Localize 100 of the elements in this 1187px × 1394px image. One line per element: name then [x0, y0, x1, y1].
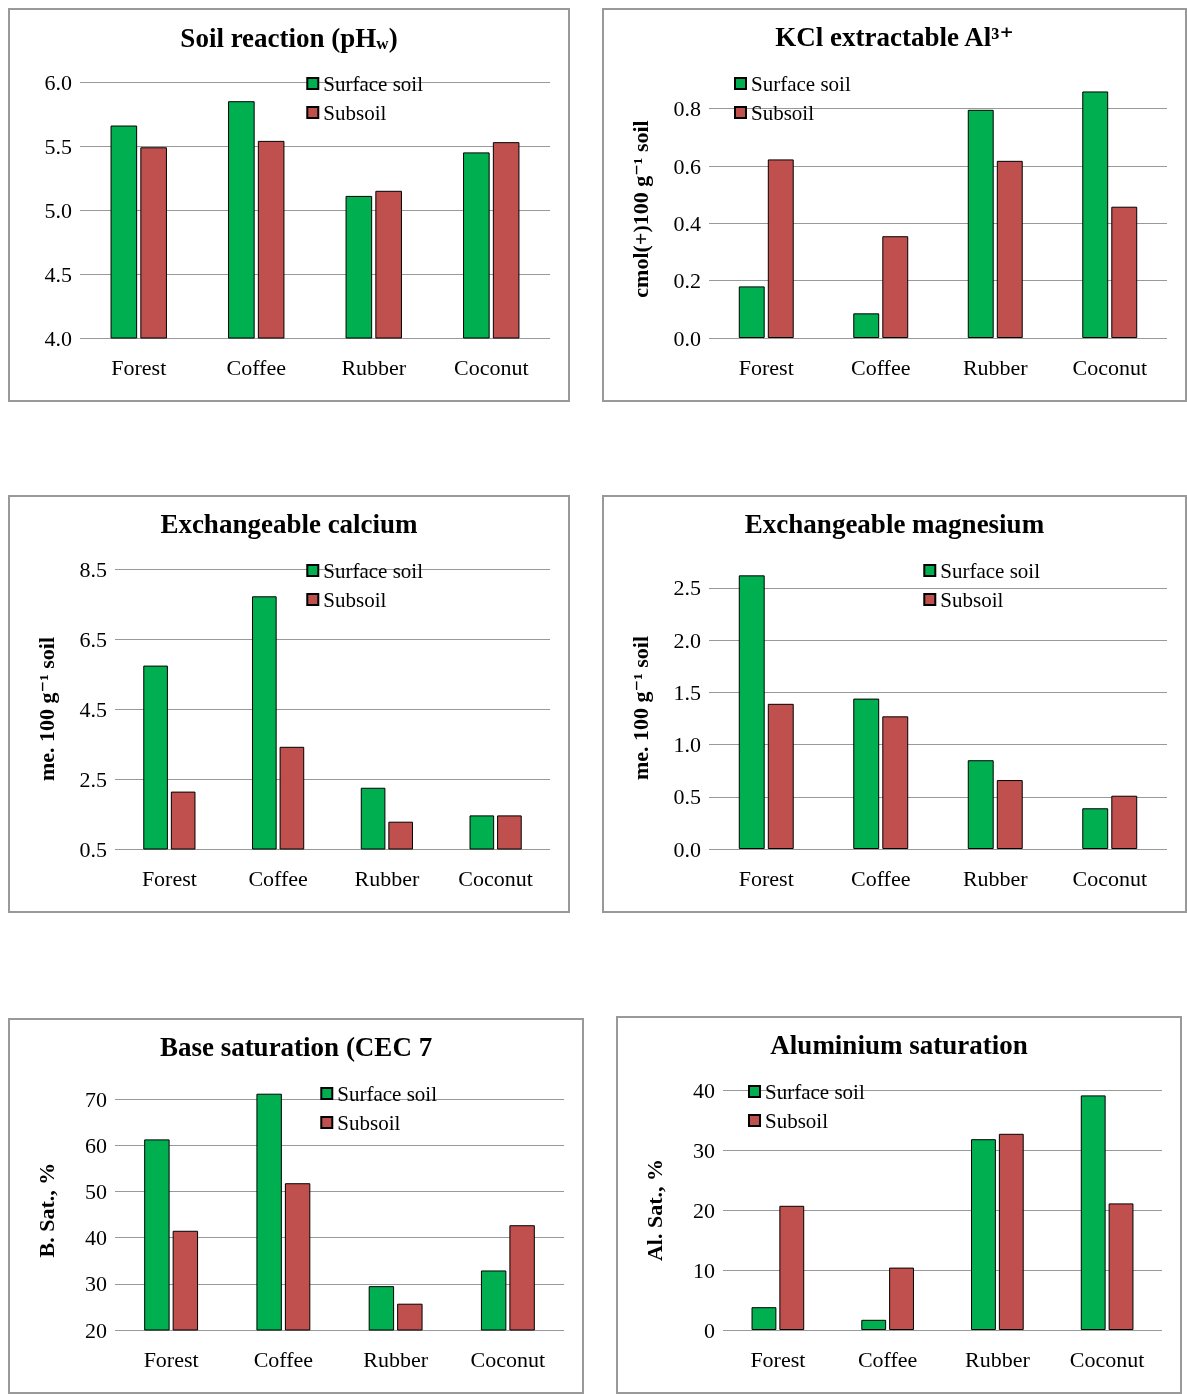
bar	[996, 780, 1023, 849]
bar	[1111, 206, 1138, 338]
y-tick-label: 6.5	[79, 626, 107, 652]
legend-label: Subsoil	[765, 1108, 829, 1133]
x-tick-label: Rubber	[962, 865, 1029, 891]
x-tick-label: Forest	[143, 1346, 199, 1372]
legend-label: Surface soil	[323, 558, 424, 583]
bar	[996, 160, 1023, 338]
y-tick-label: 0	[704, 1317, 715, 1343]
y-tick-label: 10	[693, 1257, 715, 1283]
y-axis-title: cmol(+)100 g⁻¹ soil	[627, 120, 653, 298]
bar	[751, 1307, 777, 1330]
x-tick-label: Coconut	[458, 865, 533, 891]
bar	[767, 159, 794, 338]
y-tick-label: 0.0	[673, 836, 701, 862]
y-tick-label: 50	[85, 1179, 107, 1205]
y-tick-label: 0.8	[673, 96, 701, 122]
bar	[1111, 795, 1138, 849]
chart-title: Base saturation (CEC 7	[159, 1031, 433, 1062]
y-tick-label: 8.5	[79, 556, 107, 582]
bar	[889, 1267, 914, 1330]
x-tick-label: Forest	[738, 865, 794, 891]
x-tick-label: Coffee	[226, 354, 286, 380]
x-tick-label: Coffee	[248, 865, 308, 891]
x-tick-label: Rubber	[341, 354, 407, 380]
bar	[1108, 1203, 1134, 1330]
bar	[779, 1205, 805, 1330]
bar	[853, 698, 880, 849]
y-tick-label: 30	[693, 1137, 715, 1163]
bar	[853, 313, 880, 338]
legend-label: Subsoil	[940, 587, 1004, 612]
bar	[1082, 91, 1109, 338]
y-tick-label: 2.5	[673, 575, 701, 601]
y-tick-label: 1.5	[673, 679, 701, 705]
y-axis-title: B. Sat., %	[33, 1162, 59, 1258]
y-tick-label: 0.0	[673, 325, 701, 351]
y-tick-label: 20	[85, 1317, 107, 1343]
legend-label: Surface soil	[323, 71, 424, 96]
x-tick-label: Coconut	[453, 354, 529, 380]
x-tick-label: Rubber	[354, 865, 420, 891]
legend-label: Surface soil	[765, 1079, 865, 1104]
y-tick-label: 0.2	[673, 268, 701, 294]
y-tick-label: 40	[693, 1077, 715, 1103]
y-tick-label: 1.0	[673, 732, 701, 758]
chart-title: Aluminium saturation	[770, 1029, 1028, 1060]
y-tick-label: 20	[693, 1197, 715, 1223]
x-tick-label: Forest	[111, 354, 167, 380]
x-tick-label: Coffee	[851, 354, 911, 380]
bar	[1082, 808, 1109, 849]
y-tick-label: 5.0	[44, 197, 72, 223]
y-tick-label: 0.5	[79, 836, 107, 862]
y-tick-label: 40	[85, 1225, 107, 1251]
bar	[1080, 1095, 1106, 1330]
y-axis-title: me. 100 g⁻¹ soil	[33, 636, 59, 782]
bar	[767, 703, 794, 849]
legend-label: Subsoil	[337, 1110, 401, 1135]
bar	[738, 286, 765, 338]
chart-title: Exchangeable calcium	[160, 508, 419, 539]
x-tick-label: Rubber	[964, 1346, 1031, 1372]
y-tick-label: 4.0	[44, 325, 72, 351]
chart-title: Exchangeable magnesium	[744, 508, 1045, 539]
legend-label: Subsoil	[323, 587, 387, 612]
bar	[882, 236, 909, 338]
x-tick-label: Coffee	[857, 1346, 918, 1372]
x-tick-label: Rubber	[962, 354, 1029, 380]
y-tick-label: 6.0	[44, 69, 72, 95]
bar	[971, 1139, 996, 1330]
bar	[861, 1319, 887, 1330]
chart-title: KCl extractable Al³⁺	[775, 21, 1014, 52]
bar	[882, 716, 909, 849]
y-axis-title: Al. Sat., %	[641, 1158, 667, 1262]
y-tick-label: 0.4	[673, 210, 701, 236]
chart-title: Soil reaction (pHw)	[180, 22, 398, 53]
legend-label: Surface soil	[337, 1081, 438, 1106]
bar	[967, 760, 994, 849]
x-tick-label: Coffee	[253, 1346, 314, 1372]
y-tick-label: 30	[85, 1271, 107, 1297]
x-tick-label: Coconut	[1072, 865, 1148, 891]
x-tick-label: Coconut	[1072, 354, 1148, 380]
y-tick-label: 4.5	[44, 261, 72, 287]
x-tick-label: Coconut	[470, 1346, 546, 1372]
x-tick-label: Forest	[750, 1346, 806, 1372]
x-tick-label: Coconut	[1069, 1346, 1145, 1372]
legend-label: Subsoil	[323, 100, 387, 125]
y-tick-label: 5.5	[44, 133, 72, 159]
y-tick-label: 2.0	[673, 627, 701, 653]
bar	[998, 1133, 1024, 1330]
y-axis-title: me. 100 g⁻¹ soil	[627, 635, 653, 781]
y-tick-label: 0.5	[673, 784, 701, 810]
legend-label: Subsoil	[751, 100, 815, 125]
x-tick-label: Forest	[738, 354, 794, 380]
y-tick-label: 4.5	[79, 696, 107, 722]
y-tick-label: 0.6	[673, 153, 701, 179]
y-tick-label: 2.5	[79, 766, 107, 792]
y-tick-label: 70	[85, 1086, 107, 1112]
bar	[967, 109, 994, 338]
legend-label: Surface soil	[940, 558, 1041, 583]
x-tick-label: Rubber	[363, 1346, 429, 1372]
x-tick-label: Forest	[141, 865, 197, 891]
legend-label: Surface soil	[751, 71, 851, 96]
